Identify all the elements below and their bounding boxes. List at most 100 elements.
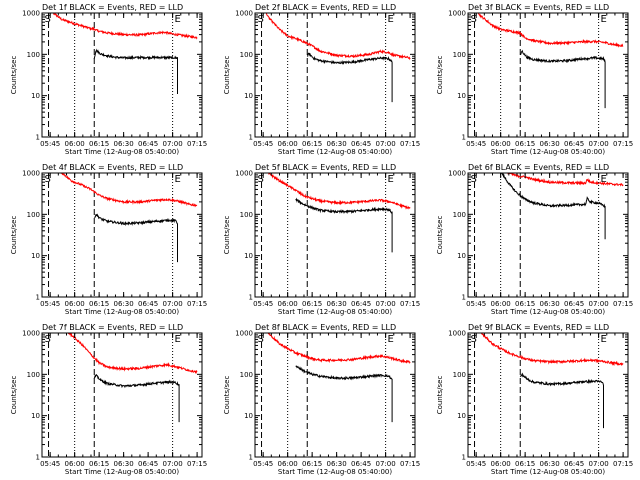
y-tick-label: 100 [240, 371, 253, 379]
y-axis-label: Counts/sec [436, 56, 444, 95]
y-tick-label: 1 [36, 134, 40, 142]
y-tick-label: 1000 [22, 10, 40, 18]
panel-4: Det 4f BLACK = Events, RED = LLD S E 1 10 100… [10, 163, 207, 316]
lld-series-line [480, 333, 624, 367]
x-tick-label: 06:30 [540, 300, 560, 308]
x-axis-label: Start Time (12-Aug-08 05:40:00) [491, 468, 605, 476]
x-tick-label: 07:00 [589, 460, 609, 468]
x-axis-label: Start Time (12-Aug-08 05:40:00) [491, 308, 605, 316]
x-tick-label: 05:45 [253, 300, 273, 308]
y-tick-label: 1 [36, 454, 40, 462]
x-tick-label: 06:30 [540, 140, 560, 148]
end-marker-label: E [175, 14, 181, 25]
y-tick-label: 1000 [235, 330, 253, 338]
x-tick-label: 06:45 [351, 460, 371, 468]
start-marker-label: S [45, 174, 51, 185]
x-tick-label: 07:15 [613, 460, 633, 468]
x-tick-label: 06:00 [491, 300, 511, 308]
x-tick-label: 07:15 [400, 300, 420, 308]
y-tick-label: 1000 [22, 170, 40, 178]
panel-title: Det 8f BLACK = Events, RED = LLD [255, 323, 396, 332]
end-marker-label: E [388, 14, 394, 25]
y-tick-label: 1000 [448, 10, 466, 18]
events-series-line [295, 197, 393, 253]
lld-series-line [265, 13, 411, 61]
panel-title: Det 9f BLACK = Events, RED = LLD [468, 323, 609, 332]
y-tick-label: 1 [249, 134, 253, 142]
lld-series-line [268, 173, 411, 210]
y-tick-label: 100 [27, 371, 40, 379]
panel-9: Det 9f BLACK = Events, RED = LLD S E 1 10 100… [436, 323, 633, 476]
y-tick-label: 10 [457, 92, 466, 100]
x-tick-label: 06:30 [540, 460, 560, 468]
events-series-line [94, 213, 178, 263]
start-marker-label: S [471, 14, 477, 25]
start-marker-label: S [471, 174, 477, 185]
x-tick-label: 06:15 [302, 140, 322, 148]
x-tick-label: 06:45 [351, 140, 371, 148]
y-tick-label: 10 [457, 412, 466, 420]
y-tick-label: 1 [462, 454, 466, 462]
x-tick-label: 06:45 [138, 140, 158, 148]
panel-title: Det 7f BLACK = Events, RED = LLD [42, 323, 183, 332]
x-tick-label: 07:00 [589, 140, 609, 148]
x-tick-label: 06:00 [278, 140, 298, 148]
panel-8: Det 8f BLACK = Events, RED = LLD S E 1 10 100… [223, 323, 420, 476]
x-tick-label: 06:00 [278, 460, 298, 468]
x-tick-label: 07:15 [187, 140, 207, 148]
start-marker-label: S [258, 334, 264, 345]
y-tick-label: 100 [27, 211, 40, 219]
lld-series-line [507, 173, 624, 187]
x-tick-label: 06:00 [491, 460, 511, 468]
y-tick-label: 10 [457, 252, 466, 260]
x-tick-label: 06:00 [278, 300, 298, 308]
x-tick-label: 06:15 [515, 140, 535, 148]
x-tick-label: 06:00 [491, 140, 511, 148]
y-tick-label: 10 [244, 92, 253, 100]
panel-title: Det 3f BLACK = Events, RED = LLD [468, 3, 609, 12]
y-tick-label: 10 [31, 412, 40, 420]
x-tick-label: 05:45 [40, 300, 60, 308]
start-marker-label: S [258, 14, 264, 25]
panel-5: Det 5f BLACK = Events, RED = LLD S E 1 10 100… [223, 163, 420, 316]
start-marker-label: S [258, 174, 264, 185]
x-tick-label: 06:45 [564, 460, 584, 468]
panel-3: Det 3f BLACK = Events, RED = LLD S E 1 10 100… [436, 3, 633, 156]
lld-series-line [67, 333, 198, 375]
plot-frame [467, 12, 629, 138]
x-tick-label: 07:15 [187, 460, 207, 468]
y-tick-label: 100 [27, 51, 40, 59]
y-tick-label: 1 [462, 294, 466, 302]
end-marker-label: E [175, 174, 181, 185]
events-series-line [93, 374, 180, 423]
x-axis-label: Start Time (12-Aug-08 05:40:00) [278, 308, 392, 316]
x-axis-label: Start Time (12-Aug-08 05:40:00) [491, 148, 605, 156]
end-marker-label: E [601, 334, 607, 345]
events-series-line [520, 49, 606, 109]
x-tick-label: 05:45 [40, 460, 60, 468]
y-tick-label: 10 [244, 252, 253, 260]
x-tick-label: 06:15 [89, 140, 109, 148]
plot-frame [467, 332, 629, 458]
y-tick-label: 1 [249, 294, 253, 302]
x-tick-label: 06:45 [564, 300, 584, 308]
y-tick-label: 100 [453, 371, 466, 379]
x-tick-label: 06:30 [327, 140, 347, 148]
x-axis-label: Start Time (12-Aug-08 05:40:00) [65, 308, 179, 316]
plot-frame [467, 172, 629, 298]
y-tick-label: 1 [36, 294, 40, 302]
x-tick-label: 06:15 [302, 460, 322, 468]
y-axis-label: Counts/sec [10, 216, 18, 255]
x-tick-label: 07:15 [187, 300, 207, 308]
x-tick-label: 06:15 [89, 300, 109, 308]
panel-title: Det 5f BLACK = Events, RED = LLD [255, 163, 396, 172]
events-series-line [519, 372, 604, 429]
start-marker-label: S [45, 334, 51, 345]
panel-2: Det 2f BLACK = Events, RED = LLD S E 1 10 100… [223, 3, 420, 156]
plot-frame [41, 172, 203, 298]
x-tick-label: 06:15 [302, 300, 322, 308]
y-axis-label: Counts/sec [10, 56, 18, 95]
x-tick-label: 07:00 [163, 300, 183, 308]
x-axis-label: Start Time (12-Aug-08 05:40:00) [278, 468, 392, 476]
end-marker-label: E [601, 174, 607, 185]
